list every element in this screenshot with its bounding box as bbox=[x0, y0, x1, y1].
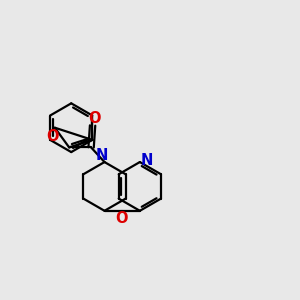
Text: O: O bbox=[115, 211, 128, 226]
Text: N: N bbox=[96, 148, 108, 163]
Text: O: O bbox=[46, 128, 59, 143]
Text: O: O bbox=[88, 112, 100, 127]
Text: N: N bbox=[141, 153, 154, 168]
